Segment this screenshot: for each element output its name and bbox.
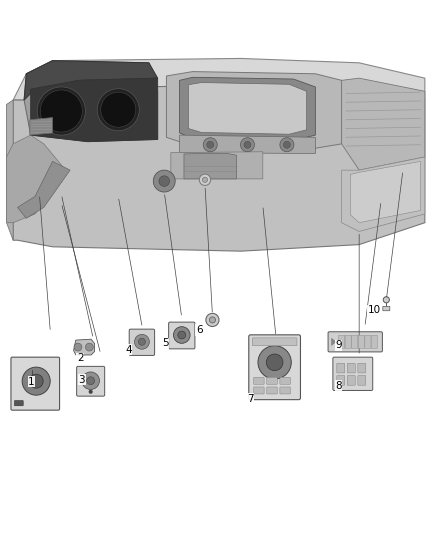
- FancyBboxPatch shape: [249, 335, 300, 400]
- Circle shape: [82, 372, 99, 390]
- Text: 3: 3: [78, 375, 85, 385]
- FancyBboxPatch shape: [358, 364, 366, 373]
- FancyBboxPatch shape: [352, 335, 358, 349]
- FancyBboxPatch shape: [169, 322, 195, 349]
- Polygon shape: [180, 77, 315, 140]
- Polygon shape: [342, 157, 425, 231]
- Circle shape: [138, 338, 145, 345]
- Polygon shape: [24, 61, 158, 142]
- FancyBboxPatch shape: [280, 387, 290, 394]
- FancyBboxPatch shape: [77, 366, 105, 396]
- Circle shape: [280, 138, 294, 152]
- Polygon shape: [13, 59, 425, 100]
- Circle shape: [178, 331, 186, 339]
- FancyBboxPatch shape: [337, 364, 345, 373]
- Polygon shape: [7, 135, 66, 223]
- Circle shape: [199, 174, 211, 185]
- Circle shape: [37, 87, 85, 135]
- Circle shape: [22, 367, 50, 395]
- Polygon shape: [342, 78, 425, 170]
- FancyBboxPatch shape: [347, 364, 355, 373]
- Circle shape: [283, 141, 290, 148]
- FancyBboxPatch shape: [267, 387, 277, 394]
- Polygon shape: [30, 118, 53, 135]
- Circle shape: [244, 141, 251, 148]
- FancyBboxPatch shape: [129, 329, 155, 356]
- Polygon shape: [13, 85, 425, 251]
- FancyBboxPatch shape: [358, 335, 364, 349]
- FancyBboxPatch shape: [280, 377, 290, 384]
- Circle shape: [85, 343, 93, 351]
- Polygon shape: [18, 161, 70, 219]
- Text: 2: 2: [77, 353, 84, 363]
- Circle shape: [173, 327, 190, 343]
- Circle shape: [89, 390, 92, 393]
- FancyBboxPatch shape: [371, 335, 378, 349]
- Circle shape: [74, 343, 82, 351]
- Circle shape: [240, 138, 254, 152]
- Polygon shape: [188, 83, 307, 134]
- FancyBboxPatch shape: [11, 357, 60, 410]
- Circle shape: [29, 374, 43, 388]
- Circle shape: [97, 88, 139, 131]
- FancyBboxPatch shape: [383, 306, 390, 311]
- Text: 1: 1: [28, 377, 35, 387]
- Circle shape: [209, 317, 215, 323]
- Polygon shape: [31, 78, 158, 142]
- Polygon shape: [332, 338, 336, 345]
- FancyBboxPatch shape: [345, 335, 351, 349]
- Polygon shape: [166, 71, 342, 148]
- Text: 10: 10: [368, 305, 381, 316]
- FancyBboxPatch shape: [337, 376, 345, 385]
- Text: 6: 6: [196, 325, 203, 335]
- FancyBboxPatch shape: [267, 377, 277, 384]
- Circle shape: [40, 90, 82, 132]
- FancyBboxPatch shape: [252, 338, 297, 346]
- Circle shape: [258, 346, 291, 379]
- Text: 9: 9: [335, 341, 342, 350]
- Polygon shape: [7, 100, 13, 240]
- FancyBboxPatch shape: [333, 357, 373, 391]
- FancyBboxPatch shape: [358, 376, 366, 385]
- Polygon shape: [74, 339, 95, 355]
- Polygon shape: [24, 61, 158, 100]
- Circle shape: [101, 92, 136, 127]
- Circle shape: [206, 313, 219, 327]
- Polygon shape: [184, 154, 237, 179]
- Circle shape: [266, 354, 283, 370]
- FancyBboxPatch shape: [347, 376, 355, 385]
- FancyBboxPatch shape: [339, 335, 345, 349]
- Polygon shape: [171, 152, 263, 179]
- FancyBboxPatch shape: [254, 377, 264, 384]
- Text: 8: 8: [335, 381, 342, 391]
- Text: 7: 7: [247, 394, 254, 404]
- FancyBboxPatch shape: [365, 335, 371, 349]
- Circle shape: [383, 297, 389, 303]
- Circle shape: [207, 141, 214, 148]
- Text: 4: 4: [125, 345, 132, 355]
- Circle shape: [202, 177, 208, 182]
- FancyBboxPatch shape: [328, 332, 382, 352]
- Polygon shape: [180, 135, 315, 154]
- FancyBboxPatch shape: [14, 400, 23, 406]
- Circle shape: [87, 377, 95, 385]
- Text: 5: 5: [162, 338, 169, 348]
- Circle shape: [153, 170, 175, 192]
- Circle shape: [134, 334, 149, 349]
- Circle shape: [203, 138, 217, 152]
- Circle shape: [159, 176, 170, 187]
- Polygon shape: [350, 161, 420, 223]
- FancyBboxPatch shape: [254, 387, 264, 394]
